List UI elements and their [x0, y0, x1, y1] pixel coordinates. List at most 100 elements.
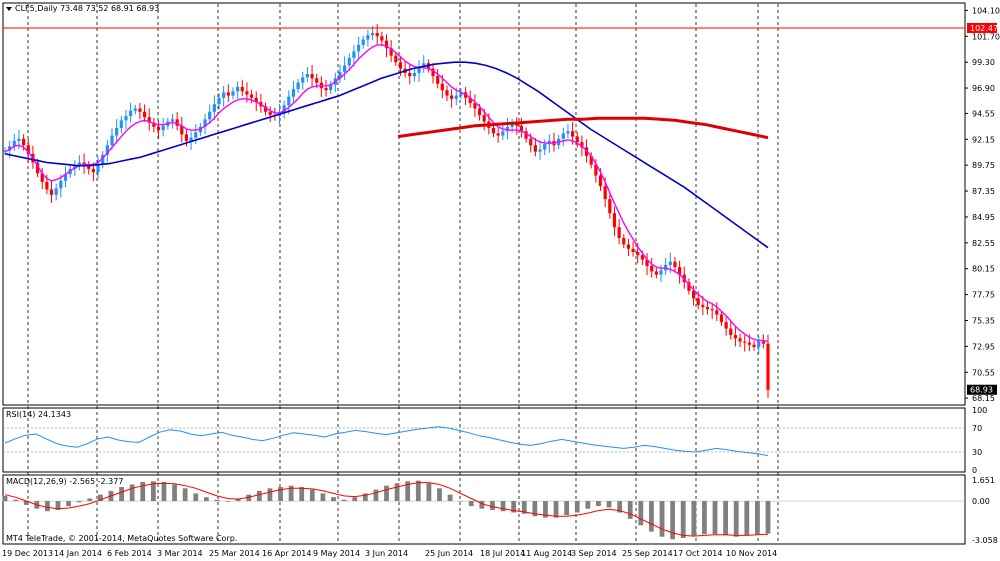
price-tick-label: 68.15	[972, 394, 995, 403]
candle-body	[245, 91, 249, 95]
candle-body	[254, 97, 258, 103]
candle-body	[412, 72, 417, 77]
price-tick-label: 77.75	[972, 291, 995, 300]
macd-histogram-bar	[225, 501, 230, 502]
candle-body	[473, 103, 477, 109]
macd-histogram-bar	[680, 501, 686, 538]
candle-body	[347, 57, 351, 66]
macd-histogram-bar	[543, 501, 548, 518]
candle-body	[222, 92, 226, 98]
macd-histogram-bar	[394, 483, 400, 502]
macd-histogram-bar	[500, 501, 506, 512]
candle-body	[468, 97, 472, 104]
candle-body	[170, 119, 175, 122]
price-tick-label: 96.90	[972, 84, 995, 93]
candle-body	[501, 131, 505, 136]
candle-body	[152, 122, 156, 127]
candle-body	[110, 135, 114, 146]
candle-body	[505, 126, 510, 132]
candle-body	[194, 132, 198, 138]
candle-body	[249, 94, 254, 98]
time-label: 3 Sep 2014	[571, 549, 617, 558]
candle-body	[87, 165, 91, 169]
macd-histogram-bar	[352, 497, 358, 502]
rsi-panel[interactable]	[2, 407, 966, 473]
macd-histogram-bar	[2, 495, 8, 502]
candle-body	[668, 261, 672, 265]
candle-body	[287, 96, 291, 106]
macd-histogram-bar	[267, 488, 273, 502]
macd-histogram-bar	[405, 481, 411, 502]
candle-body	[570, 131, 575, 137]
candle-body	[575, 136, 579, 142]
macd-histogram-bar	[723, 501, 729, 536]
macd-histogram-bar	[288, 485, 294, 502]
macd-histogram-bar	[426, 483, 432, 502]
macd-histogram-bar	[373, 489, 379, 502]
macd-histogram-bar	[691, 501, 697, 536]
candle-body	[766, 343, 770, 390]
candle-body	[389, 48, 393, 56]
candle-body	[240, 86, 244, 92]
candle-body	[77, 162, 82, 166]
macd-histogram-bar	[606, 501, 612, 508]
macd-histogram-bar	[659, 501, 665, 537]
macd-histogram-bar	[331, 497, 336, 502]
triangle-down-icon[interactable]	[6, 7, 12, 11]
price-tick-label: 89.75	[972, 161, 995, 170]
candle-body	[636, 251, 640, 256]
macd-histogram-bar	[564, 501, 570, 516]
candle-body	[394, 55, 398, 63]
time-label: 25 Jun 2014	[425, 549, 473, 558]
candle-body	[450, 95, 454, 99]
candle-body	[757, 341, 761, 347]
candle-body	[370, 33, 375, 36]
candle-body	[124, 116, 128, 121]
macd-histogram-bar	[553, 501, 559, 518]
candle-body	[147, 117, 151, 123]
candle-body	[296, 82, 300, 90]
macd-histogram-bar	[596, 501, 601, 507]
candle-body	[529, 138, 533, 146]
macd-histogram-bar	[521, 501, 527, 514]
macd-histogram-bar	[490, 501, 495, 510]
candle-body	[133, 108, 137, 111]
macd-histogram-bar	[617, 501, 623, 513]
candle-body	[598, 175, 603, 187]
candle-body	[329, 84, 333, 91]
macd-histogram-bar	[299, 487, 305, 502]
candle-body	[180, 125, 184, 135]
candle-body	[743, 341, 747, 343]
macd-indicator: 1.651 0.00 -3.058	[2, 476, 998, 545]
price-panel[interactable]	[2, 2, 966, 406]
resistance-price-box	[967, 22, 997, 33]
candle-body	[715, 310, 719, 315]
price-tick-label: 80.15	[972, 265, 995, 274]
macd-histogram-bar	[55, 501, 61, 510]
candle-body	[343, 65, 347, 72]
time-label: 9 May 2014	[313, 549, 360, 558]
candle-body	[696, 298, 700, 305]
time-label: 10 Nov 2014	[726, 549, 777, 558]
candle-body	[384, 40, 389, 49]
macd-histogram-bar	[309, 489, 315, 502]
macd-histogram-bar	[119, 487, 124, 502]
candle-body	[519, 125, 524, 132]
macd-histogram-bar	[129, 484, 135, 502]
macd-histogram-bar	[161, 481, 167, 502]
candle-body	[356, 44, 361, 52]
time-label: 3 Jun 2014	[365, 549, 408, 558]
time-label: 18 Jul 2014	[480, 549, 525, 558]
candle-body	[417, 66, 421, 73]
candle-body	[338, 71, 342, 79]
price-tick-label: 94.55	[972, 109, 995, 118]
candle-body	[612, 213, 617, 228]
candle-body	[105, 145, 109, 155]
candle-body	[724, 322, 728, 329]
macd-histogram-bar	[246, 494, 252, 502]
candle-body	[515, 123, 519, 126]
macd-histogram-bar	[214, 499, 220, 502]
candle-body	[431, 68, 435, 77]
candle-body	[310, 74, 314, 79]
